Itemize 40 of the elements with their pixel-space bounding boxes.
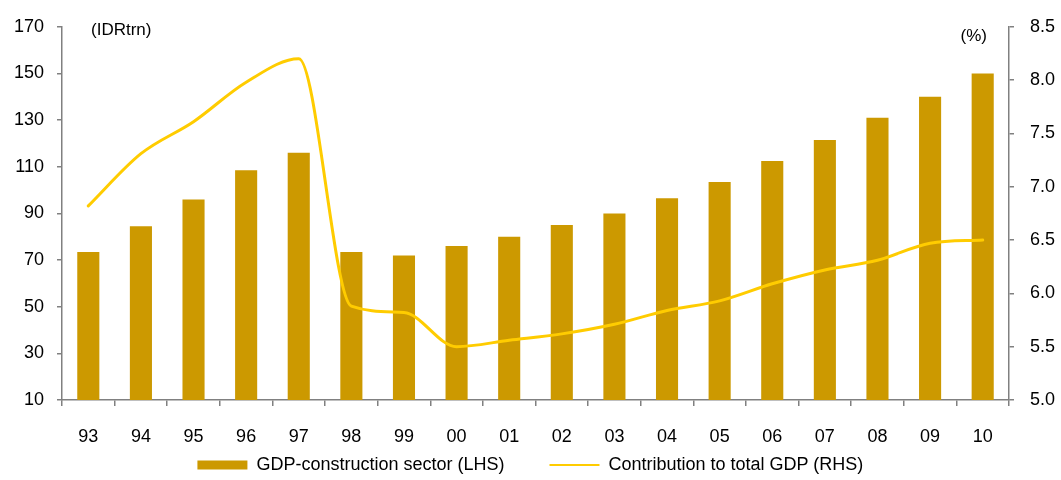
y-tick-label: 10 <box>23 388 44 409</box>
y-tick-label: 90 <box>23 202 44 223</box>
x-tick-label: 08 <box>867 425 888 446</box>
x-tick-label: 96 <box>236 425 257 446</box>
x-tick-label: 99 <box>393 425 414 446</box>
x-tick-label: 97 <box>288 425 309 446</box>
legend-label: Contribution to total GDP (RHS) <box>608 453 864 474</box>
y2-tick-label: 5.5 <box>1030 335 1056 356</box>
y-tick-label: 130 <box>13 109 44 130</box>
y-tick-label: 50 <box>23 295 44 316</box>
x-tick-label: 10 <box>972 425 993 446</box>
x-tick-label: 00 <box>446 425 467 446</box>
x-tick-label: 05 <box>709 425 730 446</box>
x-tick-label: 01 <box>499 425 520 446</box>
y-axis-title: (IDRtrn) <box>91 20 152 40</box>
y2-tick-label: 7.0 <box>1030 175 1056 196</box>
x-tick-label: 07 <box>814 425 835 446</box>
x-tick-label: 09 <box>920 425 941 446</box>
x-tick-label: 03 <box>604 425 625 446</box>
y-tick-label: 70 <box>23 249 44 270</box>
x-tick-label: 04 <box>657 425 678 446</box>
y-tick-label: 110 <box>15 155 44 176</box>
x-tick-label: 06 <box>762 425 783 446</box>
x-tick-label: 94 <box>130 425 151 446</box>
x-tick-label: 02 <box>551 425 572 446</box>
y-tick-label: 150 <box>13 62 44 83</box>
x-tick-label: 95 <box>183 425 204 446</box>
x-tick-label: 98 <box>341 425 362 446</box>
x-tick-label: 93 <box>78 425 99 446</box>
y2-tick-label: 7.5 <box>1030 122 1056 143</box>
y-tick-label: 170 <box>13 15 44 36</box>
y2-tick-label: 5.0 <box>1030 388 1056 409</box>
y2-tick-label: 8.5 <box>1030 15 1056 36</box>
y2-axis-title: (%) <box>960 26 987 46</box>
y2-tick-label: 8.0 <box>1030 69 1056 90</box>
legend-label: GDP-construction sector (LHS) <box>256 453 505 474</box>
y2-tick-label: 6.0 <box>1030 282 1056 303</box>
y-tick-label: 30 <box>23 342 44 363</box>
line-series <box>86 57 985 349</box>
y2-tick-label: 6.5 <box>1030 229 1056 250</box>
